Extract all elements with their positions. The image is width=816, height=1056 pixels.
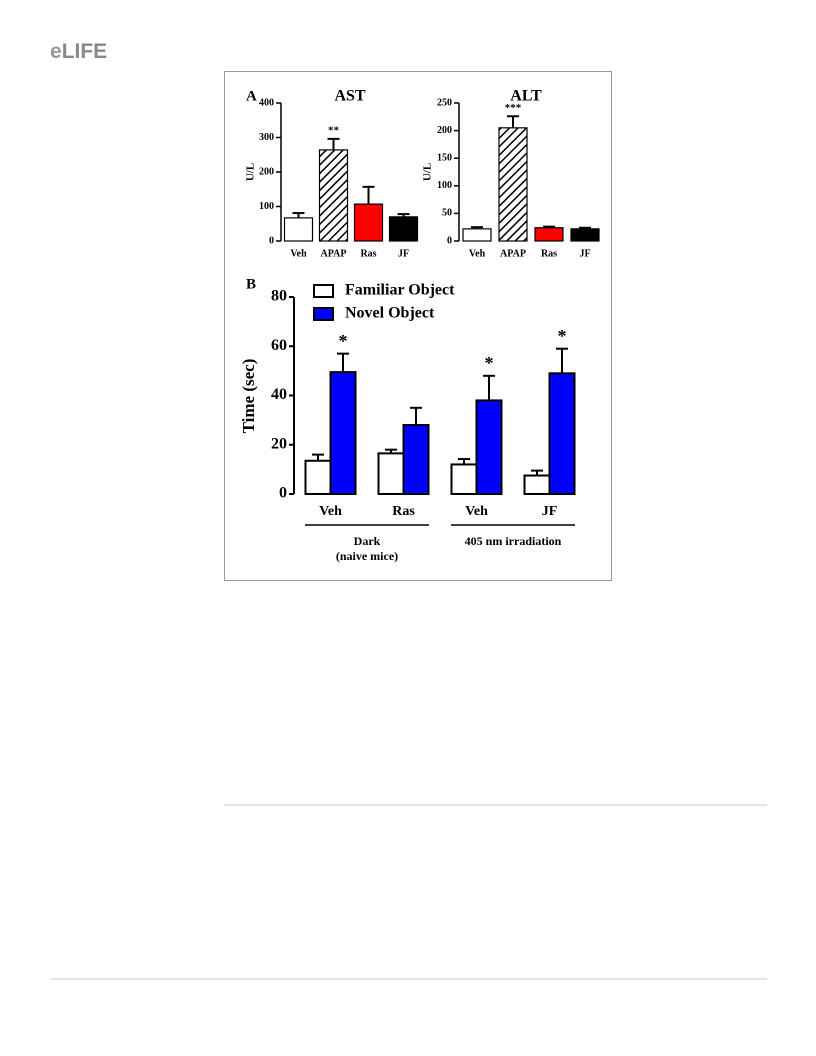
bar [450, 463, 478, 496]
x-tick-label: Veh [290, 248, 307, 259]
bar [318, 149, 349, 242]
logo-e: e [50, 40, 62, 63]
logo: eLIFE [50, 40, 107, 63]
x-tick-label: APAP [321, 248, 347, 259]
x-tick-label: Veh [319, 504, 342, 519]
bar [475, 399, 503, 495]
group-sublabel: (naive mice) [336, 549, 398, 563]
bar [353, 203, 384, 242]
y-tick-label: 20 [271, 435, 287, 452]
x-tick-label: APAP [500, 248, 526, 259]
bar [377, 452, 405, 495]
y-tick-label: 200 [259, 166, 274, 177]
bar [523, 474, 551, 495]
y-axis-label: U/L [422, 163, 434, 181]
bar [498, 127, 528, 242]
bar [283, 217, 314, 242]
x-tick-label: Ras [360, 248, 376, 259]
x-tick-label: JF [398, 248, 409, 259]
x-tick-label: Ras [541, 248, 557, 259]
y-tick-label: 100 [259, 201, 274, 212]
y-tick-label: 400 [259, 97, 274, 108]
x-tick-label: JF [579, 248, 590, 259]
legend-swatch [313, 307, 334, 321]
group-label: Dark [354, 534, 381, 548]
panel-label: B [246, 276, 256, 292]
bar [570, 228, 600, 242]
y-tick-label: 60 [271, 337, 287, 354]
bar [304, 459, 332, 496]
y-tick-label: 40 [271, 386, 287, 403]
y-tick-label: 80 [271, 288, 287, 305]
significance-mark: ** [328, 124, 340, 136]
y-tick-label: 150 [437, 152, 452, 163]
bar [462, 228, 492, 242]
legend-swatch [313, 284, 334, 298]
y-tick-label: 0 [447, 235, 452, 246]
bar [548, 372, 576, 495]
bar [402, 424, 430, 495]
significance-mark: * [485, 353, 494, 373]
x-tick-label: Ras [392, 504, 415, 519]
legend-label: Familiar Object [345, 282, 455, 299]
x-tick-label: Veh [465, 504, 488, 519]
y-tick-label: 250 [437, 97, 452, 108]
significance-mark: * [339, 331, 348, 351]
logo-life: LIFE [62, 40, 108, 63]
x-tick-label: JF [542, 504, 558, 519]
y-tick-label: 50 [442, 208, 452, 219]
bar [388, 216, 419, 242]
chart-title: ALT [510, 88, 542, 105]
y-tick-label: 200 [437, 125, 452, 136]
y-axis-label: U/L [245, 163, 257, 181]
significance-mark: *** [505, 102, 522, 114]
x-tick-label: Veh [469, 248, 486, 259]
y-tick-label: 300 [259, 132, 274, 143]
group-label: 405 nm irradiation [465, 534, 562, 548]
y-axis-label: Time (sec) [239, 359, 258, 434]
y-tick-label: 100 [437, 180, 452, 191]
figure-frame [224, 71, 612, 581]
chart-title: AST [334, 88, 365, 105]
y-tick-label: 0 [269, 235, 274, 246]
y-tick-label: 0 [279, 485, 287, 502]
panel-label: A [246, 88, 257, 104]
bar [534, 227, 564, 242]
significance-mark: * [558, 326, 567, 346]
bar [329, 371, 357, 496]
legend-label: Novel Object [345, 305, 435, 322]
